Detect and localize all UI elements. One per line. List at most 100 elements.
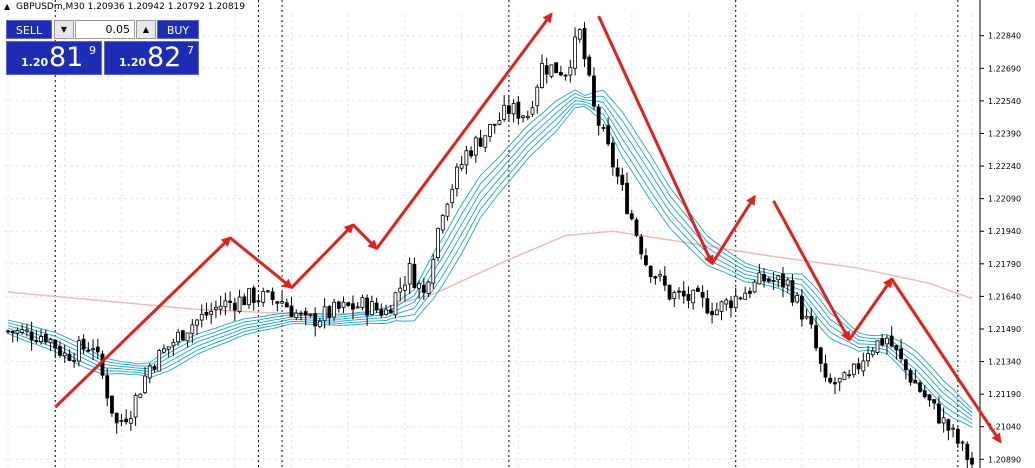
bearish-candle [110,395,114,414]
bullish-candle [162,348,166,353]
bullish-candle [804,315,809,319]
y-tick-label: 1.21790 [988,260,1021,269]
bearish-candle [563,74,568,77]
bearish-candle [700,291,705,298]
bearish-candle [507,105,511,114]
bullish-candle [851,363,856,375]
buy-price-fraction: 7 [187,44,194,57]
bearish-candle [903,359,908,371]
bullish-candle [776,275,781,281]
bearish-candle [781,273,785,288]
bearish-candle [677,290,681,293]
bullish-candle [15,330,20,334]
bullish-candle [771,280,776,283]
bearish-candle [738,297,743,300]
bearish-candle [365,297,370,316]
bearish-candle [256,300,261,303]
y-tick-label: 1.22540 [988,97,1021,106]
bearish-candle [596,106,601,126]
buy-price-prefix: 1.20 [119,56,147,69]
bullish-candle [450,188,455,204]
bearish-candle [421,284,426,293]
bearish-candle [913,380,918,384]
bearish-candle [351,303,355,310]
bullish-candle [403,284,407,291]
bullish-candle [464,150,469,166]
bearish-candle [346,302,351,306]
bullish-candle [341,301,346,308]
y-tick-label: 1.21340 [988,358,1021,367]
bearish-candle [729,300,733,309]
bearish-candle [303,311,308,316]
bearish-candle [558,72,563,76]
y-tick-label: 1.21040 [988,423,1021,432]
bullish-candle [573,36,577,69]
bullish-candle [369,301,374,316]
bearish-candle [667,284,672,300]
bullish-candle [535,86,540,107]
bullish-candle [861,360,866,372]
bearish-candle [856,363,861,370]
bullish-candle [795,294,800,303]
bullish-candle [540,63,544,88]
bearish-candle [124,418,129,423]
bearish-candle [629,213,634,220]
lot-size-input[interactable]: 0.05 [75,20,135,39]
bullish-candle [176,331,181,343]
bearish-candle [601,127,606,129]
buy-price-button[interactable]: 1.20 82 7 [104,41,199,75]
y-tick-label: 1.22390 [988,129,1021,138]
trend-arrow [710,194,756,265]
bearish-candle [946,419,951,431]
bearish-candle [833,382,837,385]
bullish-candle [237,296,242,313]
bearish-candle [662,275,667,286]
bearish-candle [251,287,256,303]
bearish-candle [766,278,771,282]
bearish-candle [412,263,417,289]
bullish-candle [785,279,790,286]
bearish-candle [814,325,818,349]
bullish-candle [417,283,422,289]
bullish-candle [502,104,507,120]
y-tick-label: 1.21490 [988,325,1021,334]
bearish-candle [648,265,653,277]
bearish-candle [492,123,497,126]
y-tick-label: 1.21940 [988,227,1021,236]
bearish-candle [927,394,932,401]
bullish-candle [48,339,53,344]
bullish-candle [171,342,176,347]
bullish-candle [866,353,870,362]
sell-price-pips: 81 [49,42,84,73]
slow-moving-average-line [7,230,973,315]
bullish-candle [266,290,270,293]
ma-ribbon-line [7,100,973,421]
sell-price-fraction: 9 [89,44,96,57]
bearish-candle [606,125,611,145]
collapse-triangle-icon[interactable]: ▲ [4,2,11,11]
bearish-candle [336,301,341,309]
bearish-candle [10,330,15,334]
sell-price-button[interactable]: 1.20 81 9 [6,41,102,75]
bearish-candle [828,377,833,383]
bearish-candle [799,295,804,320]
bullish-candle [549,64,554,77]
bullish-candle [147,365,152,379]
trend-arrow [351,223,378,251]
trend-arrow [54,236,232,409]
lot-increase-button[interactable]: ▲ [136,20,156,39]
bullish-candle [119,419,124,422]
bearish-candle [965,443,970,460]
bearish-candle [762,274,766,281]
sell-button[interactable]: SELL [6,20,52,39]
bearish-candle [67,353,72,361]
bearish-candle [289,305,294,318]
lot-decrease-button[interactable]: ▼ [54,20,74,39]
bullish-candle [724,299,729,305]
buy-button[interactable]: BUY [157,20,199,39]
bullish-candle [138,393,143,398]
bullish-candle [459,164,464,169]
bullish-candle [714,309,719,315]
bearish-candle [686,293,691,301]
